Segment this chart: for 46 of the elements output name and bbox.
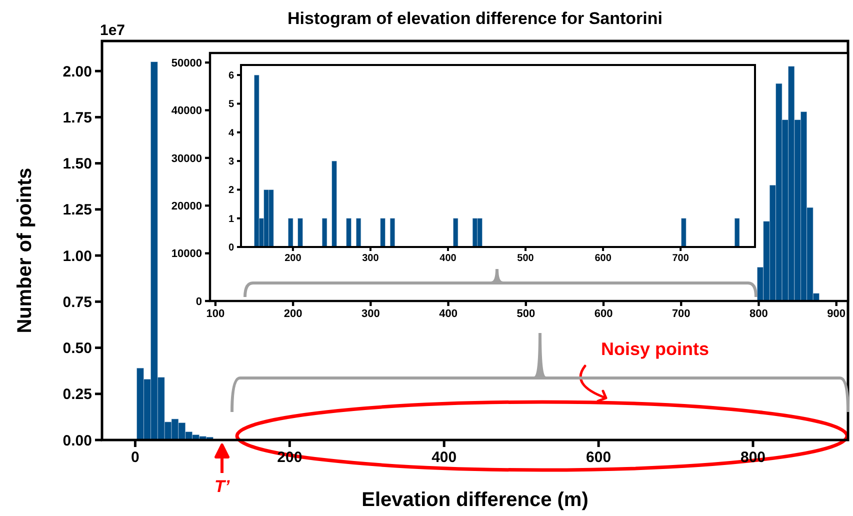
y-tick-label: 6: [228, 70, 234, 82]
x-tick-label: 900: [827, 308, 846, 320]
y-tick-label: 2.00: [62, 63, 92, 80]
y-tick-label: 30000: [171, 152, 202, 165]
y-tick-label: 0.50: [62, 340, 92, 358]
y-tick-label: 0: [228, 242, 234, 254]
y-tick-label: 4: [228, 128, 234, 139]
x-tick-label: 600: [594, 253, 612, 264]
x-tick-label: 700: [672, 253, 690, 264]
y-tick-label: 1.75: [62, 109, 92, 126]
y-tick-label: 1.50: [62, 156, 92, 173]
chart-title: Histogram of elevation difference for Santorini: [287, 9, 663, 28]
text: T’: [214, 477, 230, 496]
y-tick-label: 40000: [171, 105, 202, 118]
y-tick-label: 20000: [171, 200, 202, 212]
x-tick-label: 200: [284, 308, 302, 320]
text: 1e7: [100, 22, 126, 39]
x-tick-label: 500: [516, 308, 536, 320]
x-tick-label: 400: [439, 308, 458, 320]
y-tick-label: 0: [196, 296, 202, 308]
y-tick-label: 1: [228, 214, 234, 225]
x-axis-title: Elevation difference (m): [362, 489, 588, 511]
y-tick-label: 50000: [171, 57, 202, 70]
x-tick-label: 600: [586, 449, 612, 466]
x-tick-label: 700: [672, 308, 690, 320]
y-tick-label: 10000: [171, 248, 202, 260]
y-tick-label: 0.75: [62, 294, 92, 311]
y-axis-title: Number of points: [14, 168, 36, 334]
y-tick-label: 2: [228, 185, 234, 196]
x-tick-label: 100: [206, 308, 225, 320]
x-tick-label: 400: [432, 449, 457, 466]
y-tick-label: 5: [228, 99, 234, 110]
x-tick-label: 400: [440, 253, 457, 264]
annotation: Noisy points: [600, 339, 710, 359]
y-tick-label: 3: [228, 156, 234, 168]
y-tick-label: 0.00: [62, 432, 92, 450]
y-tick-label: 0.25: [62, 386, 92, 404]
x-tick-label: 200: [284, 253, 302, 264]
y-tick-label: 1.25: [62, 202, 92, 219]
x-tick-label: 800: [750, 308, 768, 320]
x-tick-label: 500: [517, 253, 534, 264]
x-tick-label: 300: [362, 253, 380, 264]
x-tick-label: 0: [131, 449, 140, 466]
y-tick-label: 1.00: [62, 248, 92, 265]
x-tick-label: 600: [594, 308, 613, 320]
x-tick-label: 300: [361, 308, 380, 320]
